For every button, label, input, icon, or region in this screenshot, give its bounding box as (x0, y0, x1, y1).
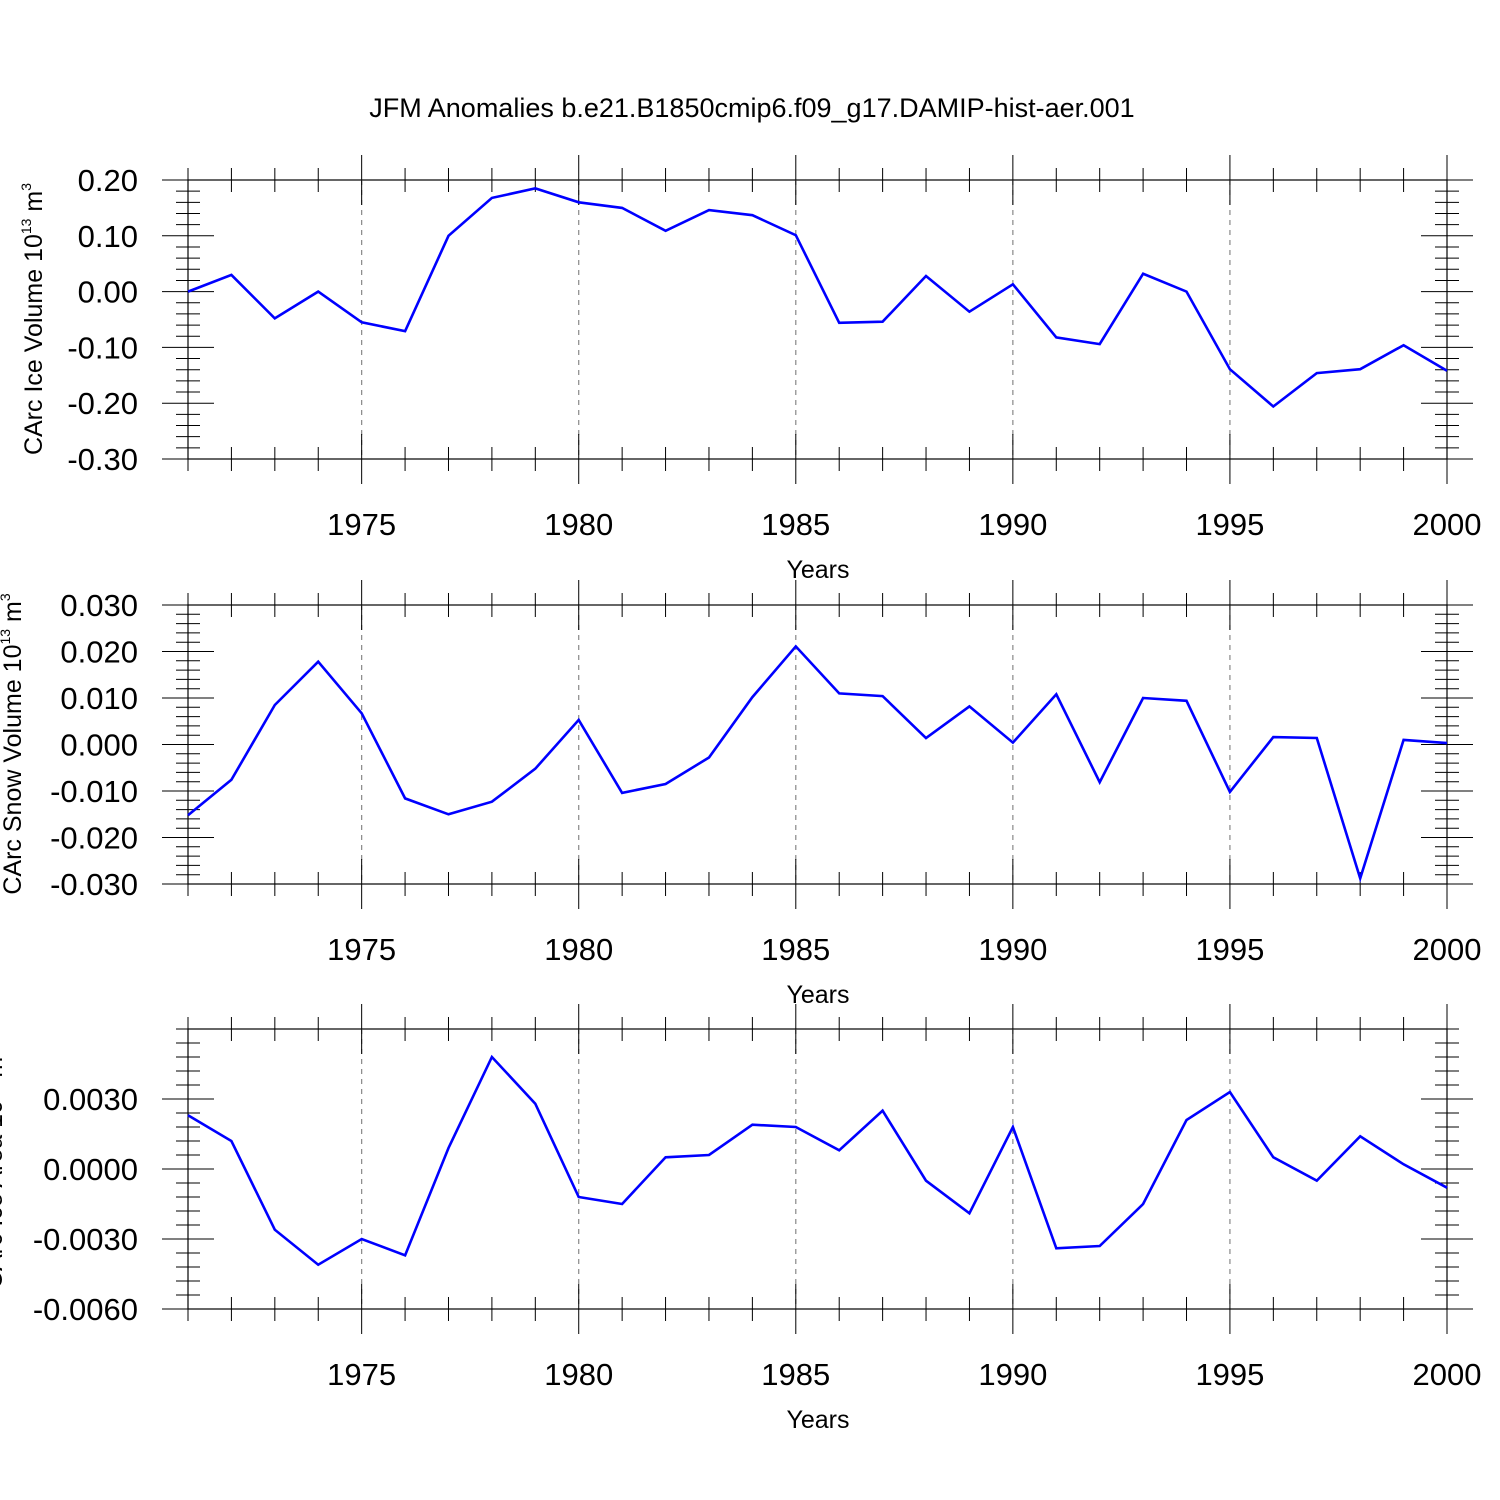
plot-frame (187, 1028, 1448, 1310)
x-tick-label: 1975 (327, 507, 396, 542)
panel-ice-area: CArc Ice Area 1013 m2 Years -0.0060 -0.00… (0, 1004, 1481, 1434)
y-tick-label: 0.030 (60, 588, 138, 623)
y-axis-label: CArc Ice Volume 1013 m3 (18, 183, 48, 455)
y-axis-label: CArc Snow Volume 1013 m3 (0, 593, 27, 894)
y-tick-label: -0.030 (50, 867, 138, 902)
y-tick-label: 0.20 (78, 163, 138, 198)
series-line (187, 187, 1448, 409)
y-axis-label: CArc Ice Area 1013 m2 (0, 1049, 8, 1289)
y-tick-label: 0.00 (78, 275, 138, 310)
y-tick-label: 0.0000 (43, 1152, 138, 1187)
x-tick-label: 1995 (1195, 1357, 1264, 1392)
x-tick-label: 1975 (327, 932, 396, 967)
y-tick-label: 0.010 (60, 681, 138, 716)
y-tick-label: 0.000 (60, 728, 138, 763)
panel-snow-volume: CArc Snow Volume 1013 m3 Years -0.030 -0.… (0, 580, 1481, 1009)
x-tick-label: 1980 (544, 932, 613, 967)
y-tick-label: 0.0030 (43, 1082, 138, 1117)
y-tick-label: -0.30 (67, 442, 138, 477)
x-tick-label: 2000 (1413, 507, 1482, 542)
x-tick-label: 1990 (978, 932, 1047, 967)
y-tick-label: -0.0060 (33, 1292, 138, 1327)
y-tick-label: -0.020 (50, 821, 138, 856)
x-tick-label: 1975 (327, 1357, 396, 1392)
x-tick-label: 1980 (544, 1357, 613, 1392)
x-tick-label: 1985 (761, 932, 830, 967)
y-tick-label: 0.020 (60, 635, 138, 670)
x-tick-label: 1985 (761, 1357, 830, 1392)
y-tick-label: -0.10 (67, 330, 138, 365)
x-tick-label: 2000 (1413, 932, 1482, 967)
x-tick-label: 2000 (1413, 1357, 1482, 1392)
x-tick-label: 1990 (978, 1357, 1047, 1392)
figure-title: JFM Anomalies b.e21.B1850cmip6.f09_g17.D… (369, 93, 1134, 123)
x-axis-label: Years (786, 981, 849, 1009)
y-tick-label: -0.0030 (33, 1222, 138, 1257)
plot-frame (187, 179, 1448, 460)
x-tick-label: 1990 (978, 507, 1047, 542)
x-tick-label: 1985 (761, 507, 830, 542)
y-tick-label: -0.010 (50, 774, 138, 809)
x-axis-label: Years (786, 1406, 849, 1434)
series-line (187, 644, 1448, 883)
y-tick-label: 0.10 (78, 219, 138, 254)
x-tick-label: 1995 (1195, 507, 1264, 542)
x-tick-label: 1995 (1195, 932, 1264, 967)
x-axis-label: Years (786, 556, 849, 584)
panel-ice-volume: CArc Ice Volume 1013 m3 Years -0.30 -0.20… (18, 155, 1481, 584)
x-tick-label: 1980 (544, 507, 613, 542)
y-tick-label: -0.20 (67, 386, 138, 421)
series-line (187, 1054, 1448, 1267)
